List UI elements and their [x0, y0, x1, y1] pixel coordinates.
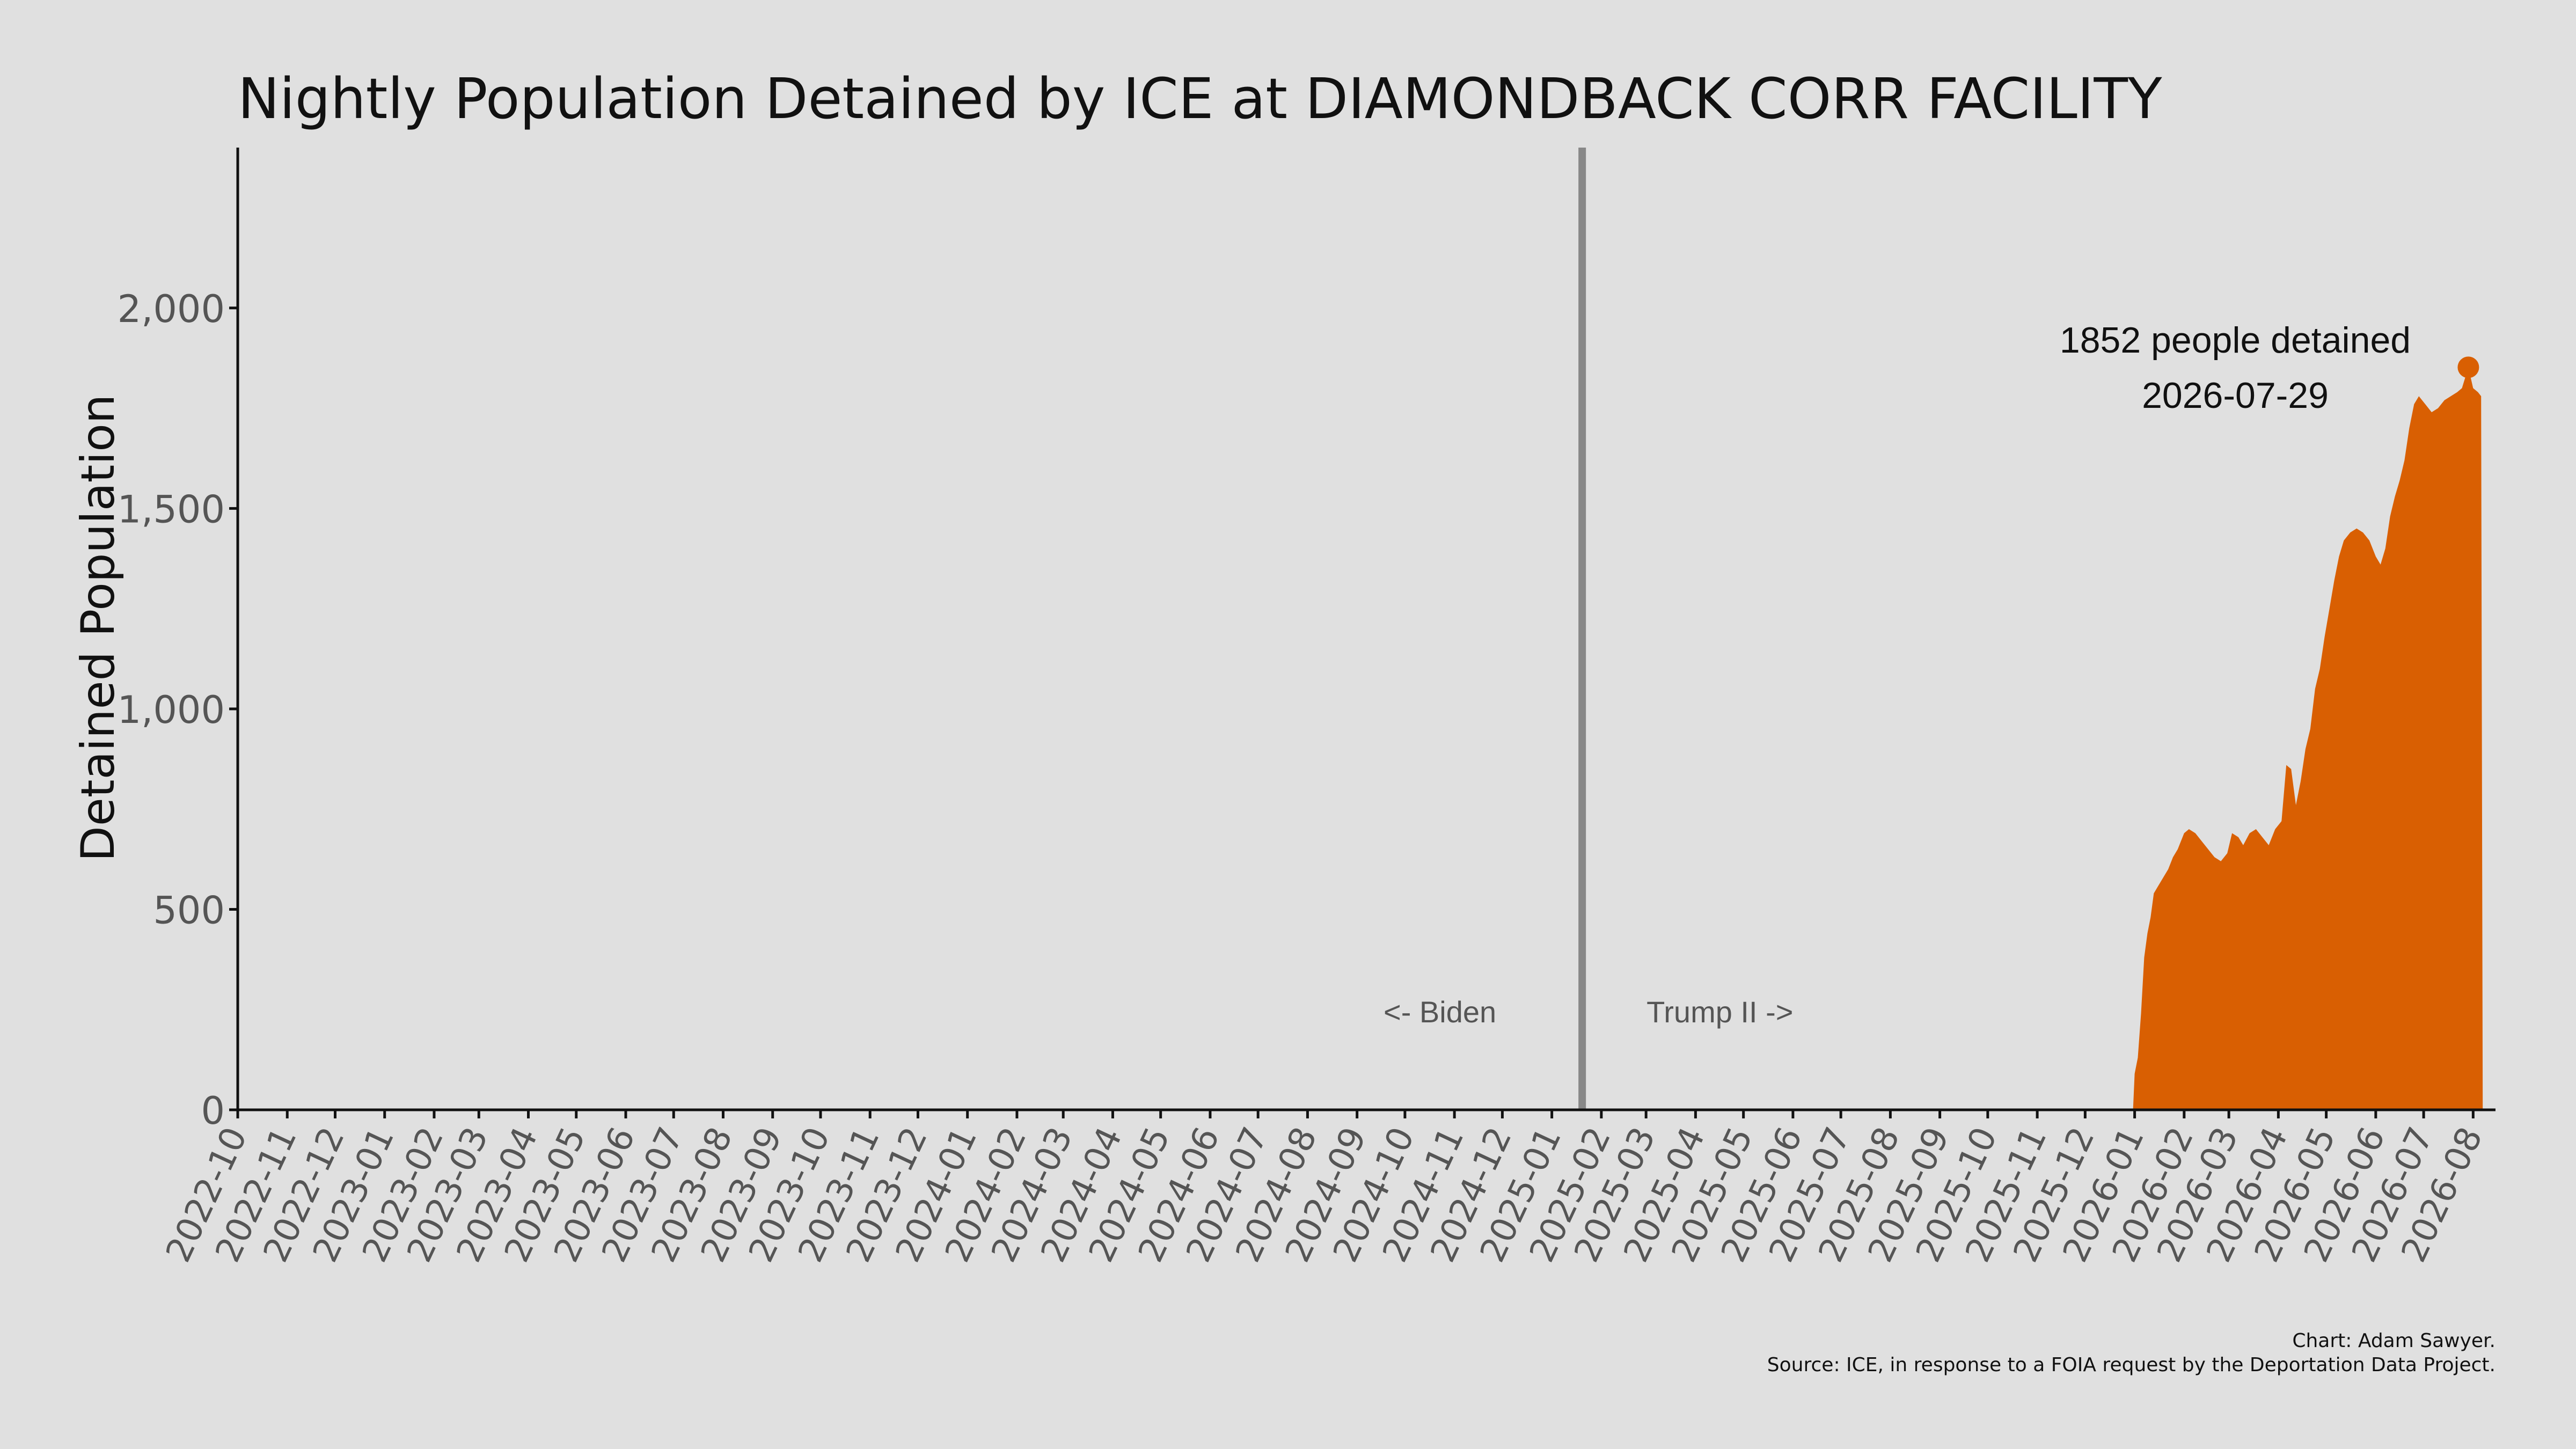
y-axis-label: Detained Population	[71, 394, 125, 862]
area-series-0	[2133, 367, 2483, 1110]
y-tick-label: 2,000	[118, 287, 225, 331]
caption-source: Source: ICE, in response to a FOIA reque…	[1767, 1354, 2496, 1376]
peak-date-label: 2026-07-29	[2142, 375, 2329, 416]
biden-label: <- Biden	[1384, 995, 1496, 1029]
y-tick-label: 1,000	[118, 688, 225, 732]
trump-label: Trump II ->	[1646, 995, 1793, 1029]
y-ticks: 0 500 1,000 1,500 2,000	[118, 287, 238, 1133]
annotations: <- Biden Trump II -> 1852 people detained 2…	[1384, 320, 2479, 1029]
chart-title: Nightly Population Detained by ICE at DI…	[238, 66, 2162, 131]
area-series	[2133, 367, 2483, 1110]
peak-label: 1852 people detained	[2060, 320, 2411, 361]
peak-marker	[2457, 356, 2479, 378]
y-tick-label: 1,500	[118, 487, 225, 531]
y-tick-label: 0	[201, 1089, 225, 1133]
caption-credit: Chart: Adam Sawyer.	[2292, 1330, 2496, 1352]
y-tick-label: 500	[153, 888, 225, 932]
